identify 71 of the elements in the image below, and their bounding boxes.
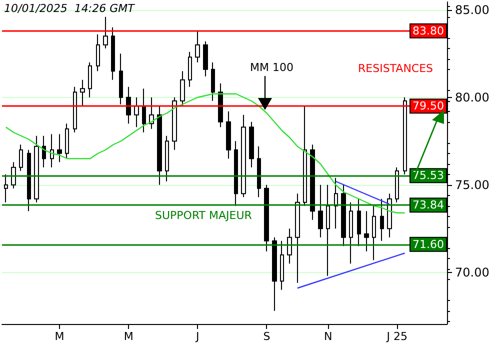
- candlestick: [287, 228, 292, 264]
- x-tick-label: M: [124, 330, 134, 343]
- ref-line-label: 79.50: [412, 100, 444, 113]
- y-tick-label: 75.00: [455, 178, 490, 192]
- candlestick: [27, 149, 31, 212]
- candlestick: [157, 106, 162, 186]
- candlestick: [57, 134, 62, 163]
- y-tick-label: 80.00: [455, 90, 490, 104]
- candlestick: [272, 236, 277, 312]
- candlestick: [264, 184, 269, 252]
- annotation: SUPPORT MAJEUR: [155, 209, 252, 222]
- candlestick: [241, 114, 246, 198]
- candlestick: [50, 134, 54, 168]
- candlestick: [165, 135, 169, 182]
- x-tick-label: N: [324, 330, 332, 343]
- candlestick: [65, 123, 69, 160]
- candlestick: [380, 198, 384, 242]
- annotation: RESISTANCES: [358, 62, 434, 75]
- x-tick-label: M: [54, 330, 64, 343]
- x-tick-label: J: [195, 330, 200, 343]
- candlestick: [111, 26, 115, 80]
- candlestick: [357, 198, 361, 247]
- candlestick: [73, 86, 77, 133]
- candlestick: [334, 177, 338, 230]
- candlestick: [295, 193, 300, 284]
- x-tick-label: J 25: [386, 330, 408, 343]
- candlestick: [226, 110, 231, 160]
- candlestick: [403, 96, 407, 175]
- candlestick: [172, 96, 177, 150]
- candlestick: [134, 96, 139, 128]
- candlestick: [188, 51, 192, 88]
- candlestick: [103, 16, 108, 49]
- candlestick: [142, 88, 146, 133]
- candlestick: [80, 79, 85, 107]
- candlestick: [349, 202, 353, 264]
- candlestick: [234, 140, 238, 206]
- candlestick: [119, 53, 123, 105]
- candlestick: [218, 82, 223, 128]
- candlestick: [19, 144, 23, 172]
- candlestick: [126, 86, 131, 124]
- candlestick: [341, 184, 346, 247]
- candlestick: [88, 62, 92, 98]
- candlestick: [395, 166, 399, 203]
- ref-line-label: 73.84: [412, 198, 444, 212]
- candlestick: [149, 96, 154, 130]
- y-tick-label: 70.00: [455, 265, 490, 280]
- candlestick: [280, 240, 284, 290]
- candlestick: [180, 70, 185, 107]
- y-tick-label: 85.00: [455, 2, 490, 17]
- candlestick: [249, 121, 254, 168]
- ref-line-label: 75.53: [412, 169, 444, 182]
- candlestick: [310, 144, 315, 220]
- candlestick: [11, 162, 16, 189]
- candlestick: [42, 135, 46, 168]
- candlestick: [34, 135, 39, 203]
- candlestick: [4, 174, 8, 203]
- candlestick: [96, 34, 100, 72]
- candlestick: [257, 146, 261, 198]
- candlestick: [326, 184, 330, 276]
- candlestick: [372, 205, 376, 261]
- x-tick-label: S: [263, 330, 270, 343]
- annotation: MM 100: [250, 61, 294, 74]
- candlestick: [318, 184, 323, 238]
- candlestick: [211, 62, 215, 102]
- candlestick: [203, 40, 208, 77]
- ref-line-label: 71.60: [412, 238, 444, 251]
- annotation: 10/01/2025 14:26 GMT: [4, 2, 136, 15]
- ref-line-label: 83.80: [412, 24, 444, 38]
- candlestick: [303, 106, 307, 206]
- candlestick: [364, 210, 369, 252]
- candlestick: [195, 30, 200, 63]
